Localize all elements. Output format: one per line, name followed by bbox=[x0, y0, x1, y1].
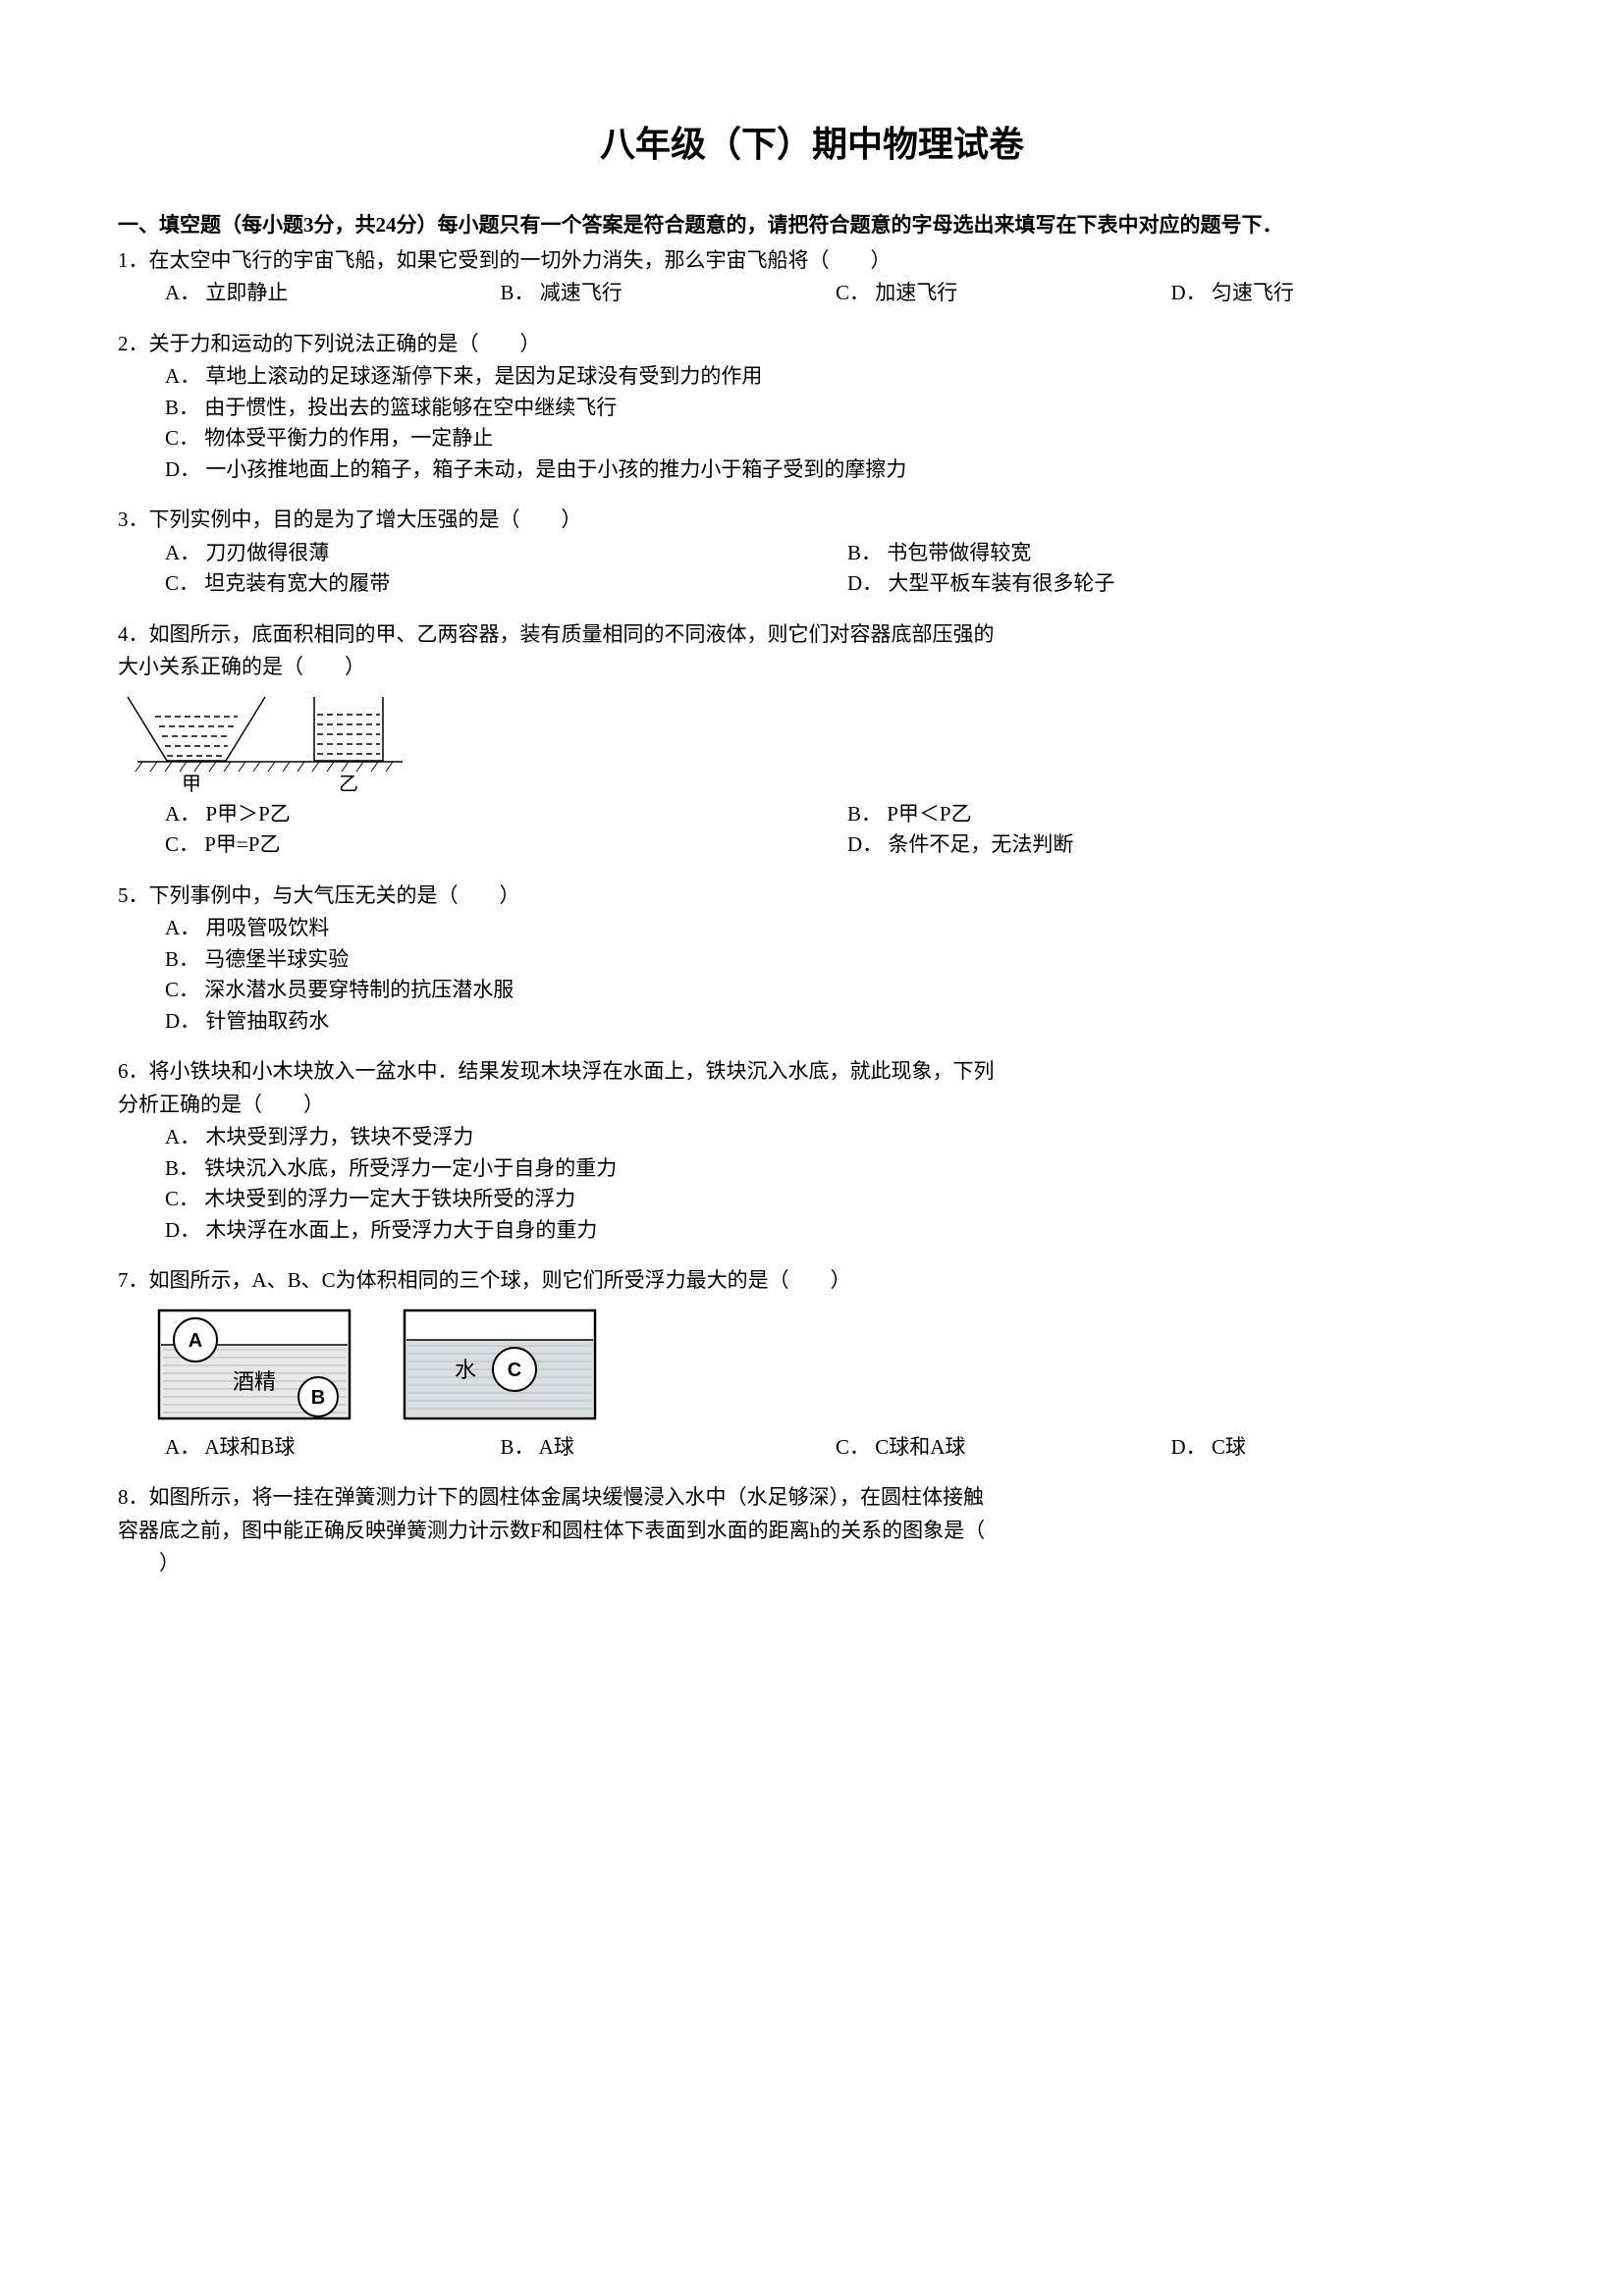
q8-stem-3: ） bbox=[118, 1548, 1506, 1579]
q4-opt-c: C． P甲=P乙 bbox=[165, 829, 824, 861]
q5-opt-c: C． 深水潜水员要穿特制的抗压潜水服 bbox=[165, 975, 1506, 1006]
q1-stem: 1．在太空中飞行的宇宙飞船，如果它受到的一切外力消失，那么宇宙飞船将（ ） bbox=[118, 245, 1506, 277]
q4-stem-1: 4．如图所示，底面积相同的甲、乙两容器，装有质量相同的不同液体，则它们对容器底部… bbox=[118, 619, 1506, 651]
q7-stem: 7．如图所示，A、B、C为体积相同的三个球，则它们所受浮力最大的是（ ） bbox=[118, 1265, 1506, 1297]
q3-opt-b: B． 书包带做得较宽 bbox=[847, 538, 1506, 569]
q2-options: A． 草地上滚动的足球逐渐停下来，是因为足球没有受到力的作用 B． 由于惯性，投… bbox=[118, 361, 1506, 485]
q2-opt-c: C． 物体受平衡力的作用，一定静止 bbox=[165, 423, 1506, 454]
q8-stem-1: 8．如图所示，将一挂在弹簧测力计下的圆柱体金属块缓慢浸入水中（水足够深），在圆柱… bbox=[118, 1482, 1506, 1514]
q2-stem: 2．关于力和运动的下列说法正确的是（ ） bbox=[118, 329, 1506, 360]
q5-opt-d: D． 针管抽取药水 bbox=[165, 1006, 1506, 1038]
q5-stem: 5．下列事例中，与大气压无关的是（ ） bbox=[118, 881, 1506, 912]
q1-opt-d: D． 匀速飞行 bbox=[1171, 278, 1507, 309]
q6-stem-1: 6．将小铁块和小木块放入一盆水中．结果发现木块浮在水面上，铁块沉入水底，就此现象… bbox=[118, 1056, 1506, 1088]
question-4: 4．如图所示，底面积相同的甲、乙两容器，装有质量相同的不同液体，则它们对容器底部… bbox=[118, 619, 1506, 861]
q1-opt-c: C． 加速飞行 bbox=[836, 278, 1171, 309]
q6-opt-a: A． 木块受到浮力，铁块不受浮力 bbox=[165, 1122, 1506, 1153]
section-1-head: 一、填空题（每小题3分，共24分）每小题只有一个答案是符合题意的，请把符合题意的… bbox=[118, 210, 1506, 241]
q2-opt-a: A． 草地上滚动的足球逐渐停下来，是因为足球没有受到力的作用 bbox=[165, 361, 1506, 393]
question-7: 7．如图所示，A、B、C为体积相同的三个球，则它们所受浮力最大的是（ ） bbox=[118, 1265, 1506, 1463]
q7-water-label: 水 bbox=[455, 1358, 476, 1382]
q7-beaker-water: 水 C bbox=[387, 1301, 613, 1428]
q3-opt-a: A． 刀刃做得很薄 bbox=[165, 538, 824, 569]
q6-opt-d: D． 木块浮在水面上，所受浮力大于自身的重力 bbox=[165, 1215, 1506, 1247]
q3-opt-c: C． 坦克装有宽大的履带 bbox=[165, 568, 824, 600]
q7-diagram: A 酒精 B bbox=[118, 1301, 1506, 1428]
q4-stem-2: 大小关系正确的是（ ） bbox=[118, 652, 1506, 683]
q7-ball-a-label: A bbox=[189, 1330, 202, 1352]
q3-stem: 3．下列实例中，目的是为了增大压强的是（ ） bbox=[118, 505, 1506, 536]
q1-opt-a: A． 立即静止 bbox=[165, 278, 501, 309]
question-2: 2．关于力和运动的下列说法正确的是（ ） A． 草地上滚动的足球逐渐停下来，是因… bbox=[118, 329, 1506, 486]
q4-opt-d: D． 条件不足，无法判断 bbox=[847, 829, 1506, 861]
q6-opt-b: B． 铁块沉入水底，所受浮力一定小于自身的重力 bbox=[165, 1153, 1506, 1185]
q7-opt-b: B． A球 bbox=[501, 1432, 837, 1464]
q1-opt-b: B． 减速飞行 bbox=[501, 278, 837, 309]
q1-options: A． 立即静止 B． 减速飞行 C． 加速飞行 D． 匀速飞行 bbox=[118, 278, 1506, 309]
q8-stem-2: 容器底之前，图中能正确反映弹簧测力计示数F和圆柱体下表面到水面的距离h的关系的图… bbox=[118, 1516, 1506, 1547]
q3-opt-d: D． 大型平板车装有很多轮子 bbox=[847, 568, 1506, 600]
q4-options: A． P甲＞P乙 B． P甲＜P乙 C． P甲=P乙 D． 条件不足，无法判断 bbox=[118, 799, 1506, 861]
q7-alcohol-label: 酒精 bbox=[233, 1369, 276, 1394]
q4-opt-b: B． P甲＜P乙 bbox=[847, 799, 1506, 830]
question-6: 6．将小铁块和小木块放入一盆水中．结果发现木块浮在水面上，铁块沉入水底，就此现象… bbox=[118, 1056, 1506, 1246]
page: 八年级（下）期中物理试卷 一、填空题（每小题3分，共24分）每小题只有一个答案是… bbox=[0, 0, 1624, 2296]
q7-opt-d: D． C球 bbox=[1171, 1432, 1507, 1464]
q5-opt-a: A． 用吸管吸饮料 bbox=[165, 913, 1506, 944]
q4-label-jia: 甲 bbox=[182, 774, 201, 795]
q6-opt-c: C． 木块受到的浮力一定大于铁块所受的浮力 bbox=[165, 1184, 1506, 1215]
q6-options: A． 木块受到浮力，铁块不受浮力 B． 铁块沉入水底，所受浮力一定小于自身的重力… bbox=[118, 1122, 1506, 1246]
question-3: 3．下列实例中，目的是为了增大压强的是（ ） A． 刀刃做得很薄 B． 书包带做… bbox=[118, 505, 1506, 600]
q2-opt-b: B． 由于惯性，投出去的篮球能够在空中继续飞行 bbox=[165, 393, 1506, 424]
q4-opt-a: A． P甲＞P乙 bbox=[165, 799, 824, 830]
q2-opt-d: D． 一小孩推地面上的箱子，箱子未动，是由于小孩的推力小于箱子受到的摩擦力 bbox=[165, 454, 1506, 486]
q4-diagram: 甲 乙 bbox=[118, 687, 412, 795]
q4-label-yi: 乙 bbox=[339, 774, 358, 795]
question-5: 5．下列事例中，与大气压无关的是（ ） A． 用吸管吸饮料 B． 马德堡半球实验… bbox=[118, 881, 1506, 1038]
q6-stem-2: 分析正确的是（ ） bbox=[118, 1090, 1506, 1121]
q7-options: A． A球和B球 B． A球 C． C球和A球 D． C球 bbox=[118, 1432, 1506, 1464]
q7-ball-b-label: B bbox=[311, 1387, 325, 1409]
question-8: 8．如图所示，将一挂在弹簧测力计下的圆柱体金属块缓慢浸入水中（水足够深），在圆柱… bbox=[118, 1482, 1506, 1579]
q7-beaker-alcohol: A 酒精 B bbox=[141, 1301, 367, 1428]
q7-opt-a: A． A球和B球 bbox=[165, 1432, 501, 1464]
question-1: 1．在太空中飞行的宇宙飞船，如果它受到的一切外力消失，那么宇宙飞船将（ ） A．… bbox=[118, 245, 1506, 309]
q7-ball-c-label: C bbox=[508, 1360, 521, 1381]
q5-options: A． 用吸管吸饮料 B． 马德堡半球实验 C． 深水潜水员要穿特制的抗压潜水服 … bbox=[118, 913, 1506, 1037]
q5-opt-b: B． 马德堡半球实验 bbox=[165, 944, 1506, 976]
q7-opt-c: C． C球和A球 bbox=[836, 1432, 1171, 1464]
q3-options: A． 刀刃做得很薄 B． 书包带做得较宽 C． 坦克装有宽大的履带 D． 大型平… bbox=[118, 538, 1506, 600]
page-title: 八年级（下）期中物理试卷 bbox=[118, 118, 1506, 171]
